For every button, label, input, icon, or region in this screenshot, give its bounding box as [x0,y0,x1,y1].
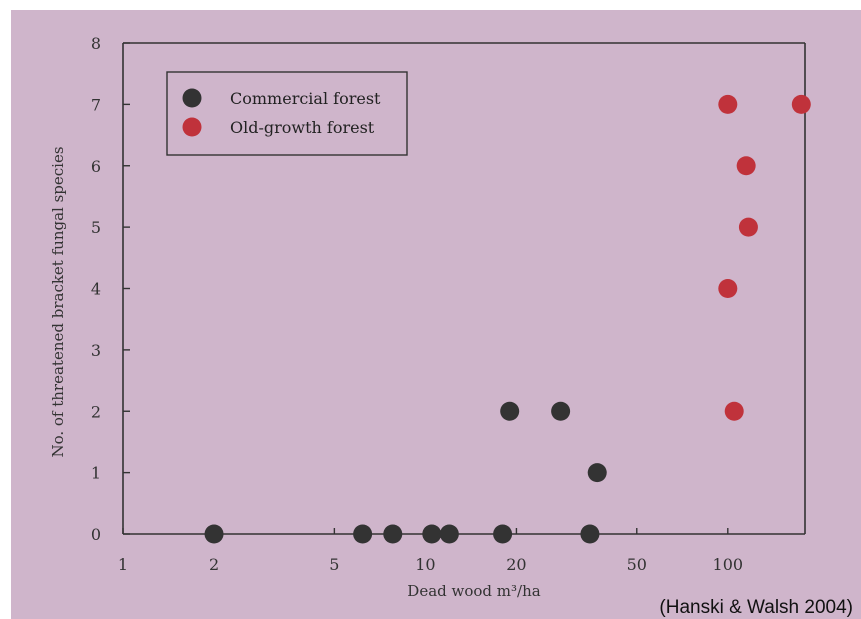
data-point [718,279,738,298]
y-axis-title: No. of threatened bracket fungal species [49,146,67,457]
x-tick-label: 100 [713,555,744,574]
data-point [500,401,520,421]
data-point [736,156,756,176]
data-point [551,401,571,421]
x-tick-label: 20 [506,555,526,574]
legend-marker [182,117,202,137]
data-point [587,463,607,483]
legend-box [166,71,408,156]
source-citation: (Hanski & Walsh 2004) [659,597,853,618]
legend: Commercial forest Old-growth forest [166,71,408,156]
y-tick-label: 0 [91,525,101,544]
data-point [738,217,758,237]
x-tick-label: 1 [118,555,128,574]
y-tick-label: 6 [91,157,101,176]
data-points [204,94,811,544]
x-tick-label: 10 [415,555,435,574]
data-point [724,401,744,421]
y-tick-label: 2 [91,402,101,421]
x-tick-label: 5 [329,555,339,574]
legend-label: Commercial forest [230,89,381,108]
series-commercial-forest [204,401,607,544]
x-tick-label: 2 [209,555,219,574]
y-tick-label: 4 [91,280,101,299]
data-point [439,524,459,544]
data-point [580,524,600,544]
axes [122,42,806,535]
x-tick-label: 50 [627,555,647,574]
y-tick-label: 8 [91,34,101,53]
y-tick-label: 3 [91,341,101,360]
legend-label: Old-growth forest [230,118,375,137]
data-point [493,524,513,544]
data-point [422,524,442,544]
data-point [204,524,224,544]
series-old-growth-forest [718,94,811,421]
data-point [353,524,373,544]
data-point [791,94,811,114]
x-axis-title: Dead wood m³/ha [407,582,540,600]
data-point [383,524,403,544]
y-tick-label: 7 [91,95,101,114]
chart-background: 0 1 2 3 4 5 6 7 8 1 2 5 10 20 50 100 Commercial forest O… [11,10,861,619]
legend-marker [182,88,202,108]
y-tick-label: 5 [91,218,101,237]
data-point [718,94,738,114]
y-tick-label: 1 [91,464,101,483]
